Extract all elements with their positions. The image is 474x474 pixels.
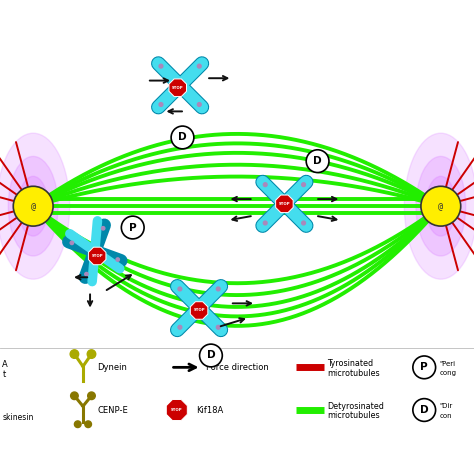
Text: D: D bbox=[207, 350, 215, 361]
Circle shape bbox=[88, 392, 95, 400]
Text: P: P bbox=[420, 362, 428, 373]
Text: STOP: STOP bbox=[171, 408, 182, 412]
Text: cong: cong bbox=[439, 370, 456, 376]
Circle shape bbox=[413, 399, 436, 421]
Circle shape bbox=[421, 186, 461, 226]
Circle shape bbox=[70, 350, 79, 358]
Ellipse shape bbox=[404, 133, 474, 279]
Circle shape bbox=[87, 350, 96, 358]
Circle shape bbox=[85, 421, 91, 428]
Text: D: D bbox=[178, 132, 187, 143]
Circle shape bbox=[116, 258, 119, 261]
Text: STOP: STOP bbox=[193, 309, 205, 312]
Text: STOP: STOP bbox=[91, 254, 103, 258]
Circle shape bbox=[216, 325, 220, 329]
Text: A: A bbox=[2, 361, 8, 369]
Circle shape bbox=[159, 64, 163, 68]
Text: t: t bbox=[2, 370, 6, 379]
Text: @: @ bbox=[31, 202, 36, 210]
Text: STOP: STOP bbox=[172, 86, 183, 90]
Text: "Peri: "Peri bbox=[439, 361, 456, 366]
Text: P: P bbox=[129, 222, 137, 233]
Polygon shape bbox=[166, 400, 187, 420]
Circle shape bbox=[71, 392, 78, 400]
Circle shape bbox=[178, 287, 182, 291]
Circle shape bbox=[13, 186, 53, 226]
Text: @: @ bbox=[438, 202, 443, 210]
Circle shape bbox=[301, 221, 305, 225]
Text: Kif18A: Kif18A bbox=[196, 406, 223, 414]
Text: Dynein: Dynein bbox=[97, 363, 127, 372]
Text: microtubules: microtubules bbox=[327, 369, 380, 377]
Polygon shape bbox=[276, 195, 293, 212]
Circle shape bbox=[197, 64, 201, 68]
Text: skinesin: skinesin bbox=[2, 413, 34, 421]
Circle shape bbox=[74, 421, 81, 428]
Circle shape bbox=[171, 126, 194, 149]
Polygon shape bbox=[89, 247, 106, 264]
Circle shape bbox=[85, 273, 88, 276]
Text: Force direction: Force direction bbox=[206, 363, 269, 372]
Circle shape bbox=[264, 221, 267, 225]
Polygon shape bbox=[169, 79, 186, 96]
Circle shape bbox=[101, 227, 105, 230]
Text: D: D bbox=[313, 156, 322, 166]
Text: microtubules: microtubules bbox=[327, 411, 380, 420]
Text: Tyrosinated: Tyrosinated bbox=[327, 359, 373, 368]
Ellipse shape bbox=[18, 176, 48, 236]
Circle shape bbox=[159, 102, 163, 106]
Text: "Dir: "Dir bbox=[439, 403, 453, 409]
Text: STOP: STOP bbox=[279, 202, 290, 206]
Text: D: D bbox=[420, 405, 428, 415]
Circle shape bbox=[178, 325, 182, 329]
Ellipse shape bbox=[426, 176, 456, 236]
Circle shape bbox=[301, 183, 305, 187]
Text: CENP-E: CENP-E bbox=[97, 406, 128, 414]
Ellipse shape bbox=[0, 133, 70, 279]
Circle shape bbox=[70, 241, 73, 245]
Circle shape bbox=[121, 216, 144, 239]
Ellipse shape bbox=[9, 156, 58, 256]
Circle shape bbox=[197, 102, 201, 106]
Text: Detyrosinated: Detyrosinated bbox=[327, 402, 384, 410]
Circle shape bbox=[413, 356, 436, 379]
Ellipse shape bbox=[416, 156, 465, 256]
Text: con: con bbox=[439, 413, 452, 419]
Polygon shape bbox=[191, 302, 208, 319]
Circle shape bbox=[306, 150, 329, 173]
Circle shape bbox=[200, 344, 222, 367]
Circle shape bbox=[264, 183, 267, 187]
Circle shape bbox=[216, 287, 220, 291]
